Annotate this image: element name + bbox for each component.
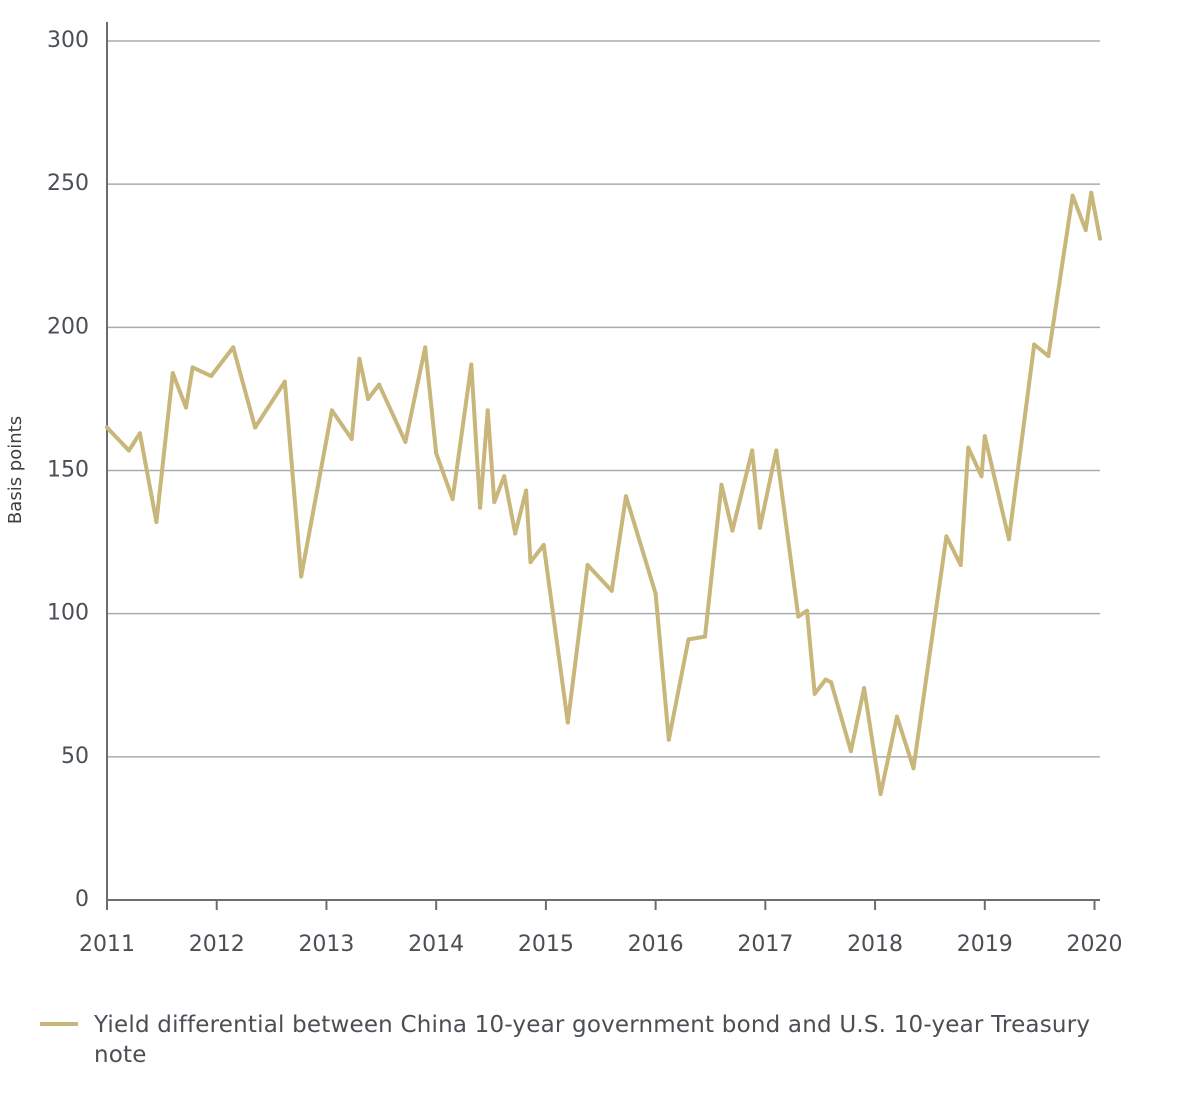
x-tick-label: 2019	[957, 932, 1013, 957]
data-point	[349, 437, 354, 442]
data-point	[403, 439, 408, 444]
x-tick-label: 2014	[408, 932, 464, 957]
data-point	[911, 766, 916, 771]
data-point	[1098, 236, 1102, 241]
x-tick-label: 2013	[298, 932, 354, 957]
data-point	[719, 482, 724, 487]
data-point	[805, 608, 810, 613]
data-point	[184, 405, 189, 410]
data-point	[944, 534, 949, 539]
y-tick-label: 150	[47, 458, 89, 483]
x-tick-marks-and-labels: 2011 2012 2013 2014 2015 2016 2017 2018 2019 2020	[79, 900, 1123, 957]
y-tick-labels: 0 50 100 150 200 250 300	[47, 28, 89, 912]
data-point	[750, 448, 755, 453]
data-point	[282, 379, 287, 384]
y-axis-label: Basis points	[5, 416, 26, 524]
data-point	[1089, 190, 1094, 195]
legend-label: Yield differential between China 10-year…	[94, 1012, 1091, 1068]
data-point	[702, 634, 707, 639]
data-point	[541, 542, 546, 547]
data-point	[502, 474, 507, 479]
series-line-yield-differential	[105, 190, 1102, 797]
legend-swatch	[40, 1022, 78, 1026]
data-point	[1083, 227, 1088, 232]
data-point	[1070, 193, 1075, 198]
data-point	[485, 408, 490, 413]
data-point	[666, 737, 671, 742]
data-point	[623, 494, 628, 499]
x-tick-label: 2018	[847, 932, 903, 957]
y-tick-label: 300	[47, 28, 89, 53]
y-tick-label: 0	[75, 887, 89, 912]
data-point	[469, 362, 474, 367]
data-point	[686, 637, 691, 642]
data-point	[895, 714, 900, 719]
data-point	[105, 425, 109, 430]
x-tick-label: 2012	[189, 932, 245, 957]
data-point	[209, 374, 214, 379]
data-point	[653, 591, 658, 596]
gridlines	[107, 40, 1100, 758]
data-point	[862, 686, 867, 691]
data-point	[609, 588, 614, 593]
data-point	[1006, 537, 1011, 542]
data-point	[848, 749, 853, 754]
y-tick-label: 50	[61, 744, 89, 769]
data-point	[796, 614, 801, 619]
data-point	[423, 345, 428, 350]
data-point	[299, 574, 304, 579]
y-tick-label: 100	[47, 601, 89, 626]
data-point	[774, 448, 779, 453]
data-point	[434, 451, 439, 456]
data-point	[823, 677, 828, 682]
data-point	[958, 562, 963, 567]
data-point	[730, 528, 735, 533]
data-point	[126, 448, 131, 453]
data-point	[231, 345, 236, 350]
series-points	[105, 190, 1102, 797]
data-point	[478, 505, 483, 510]
data-point	[966, 445, 971, 450]
data-point	[757, 525, 762, 530]
data-point	[528, 560, 533, 565]
data-point	[170, 371, 175, 376]
data-point	[492, 499, 497, 504]
y-tick-label: 250	[47, 171, 89, 196]
data-point	[357, 356, 362, 361]
data-point	[982, 434, 987, 439]
data-point	[329, 408, 334, 413]
data-point	[377, 382, 382, 387]
data-point	[565, 720, 570, 725]
data-point	[137, 431, 142, 436]
legend: Yield differential between China 10-year…	[40, 1010, 1140, 1070]
data-point	[190, 365, 195, 370]
data-point	[154, 520, 159, 525]
x-tick-label: 2015	[518, 932, 574, 957]
data-point	[878, 792, 883, 797]
data-point	[812, 691, 817, 696]
data-point	[1032, 342, 1037, 347]
y-tick-label: 200	[47, 314, 89, 339]
data-point	[829, 680, 834, 685]
data-point	[450, 497, 455, 502]
x-tick-label: 2017	[737, 932, 793, 957]
data-point	[979, 474, 984, 479]
x-tick-label: 2020	[1067, 932, 1123, 957]
data-point	[585, 562, 590, 567]
x-tick-label: 2011	[79, 932, 135, 957]
data-point	[253, 425, 258, 430]
data-point	[366, 396, 371, 401]
data-point	[524, 488, 529, 493]
data-point	[513, 531, 518, 536]
x-tick-label: 2016	[628, 932, 684, 957]
data-point	[1046, 353, 1051, 358]
